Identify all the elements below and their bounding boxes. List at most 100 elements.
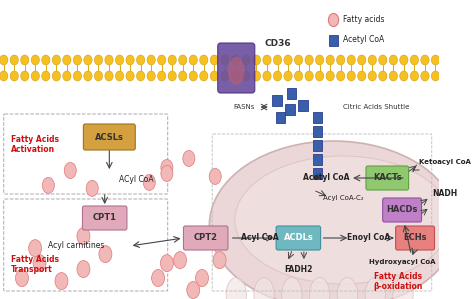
Ellipse shape bbox=[368, 71, 376, 81]
Text: Fatty Acids
Activation: Fatty Acids Activation bbox=[11, 135, 59, 154]
Ellipse shape bbox=[273, 55, 282, 65]
Ellipse shape bbox=[393, 277, 413, 299]
Bar bbox=[273, 95, 282, 106]
Ellipse shape bbox=[20, 55, 29, 65]
Ellipse shape bbox=[365, 277, 385, 299]
Ellipse shape bbox=[242, 71, 250, 81]
Ellipse shape bbox=[179, 55, 187, 65]
Ellipse shape bbox=[294, 71, 303, 81]
Ellipse shape bbox=[126, 71, 134, 81]
Ellipse shape bbox=[421, 71, 429, 81]
Ellipse shape bbox=[389, 55, 398, 65]
Bar bbox=[313, 168, 322, 179]
FancyBboxPatch shape bbox=[183, 226, 228, 250]
Bar bbox=[329, 35, 338, 46]
Text: Hydroxyacyl CoA: Hydroxyacyl CoA bbox=[369, 259, 435, 265]
Ellipse shape bbox=[400, 71, 408, 81]
Ellipse shape bbox=[368, 55, 376, 65]
Ellipse shape bbox=[421, 55, 429, 65]
Text: Fatty acids: Fatty acids bbox=[343, 16, 384, 25]
FancyBboxPatch shape bbox=[396, 226, 435, 250]
Ellipse shape bbox=[226, 277, 246, 299]
Ellipse shape bbox=[137, 55, 145, 65]
Ellipse shape bbox=[105, 71, 113, 81]
Bar bbox=[298, 100, 308, 111]
Ellipse shape bbox=[310, 277, 330, 299]
Ellipse shape bbox=[20, 71, 29, 81]
Ellipse shape bbox=[221, 55, 229, 65]
Text: Fatty Acids
β-oxidation: Fatty Acids β-oxidation bbox=[373, 272, 422, 292]
Ellipse shape bbox=[221, 71, 229, 81]
Ellipse shape bbox=[161, 159, 173, 176]
Ellipse shape bbox=[187, 282, 200, 298]
Ellipse shape bbox=[84, 71, 92, 81]
Ellipse shape bbox=[168, 71, 176, 81]
Ellipse shape bbox=[357, 71, 366, 81]
Ellipse shape bbox=[52, 71, 61, 81]
Ellipse shape bbox=[231, 55, 239, 65]
Text: NADH: NADH bbox=[432, 188, 457, 198]
Ellipse shape bbox=[294, 55, 303, 65]
Ellipse shape bbox=[282, 277, 302, 299]
Ellipse shape bbox=[410, 55, 419, 65]
Ellipse shape bbox=[126, 55, 134, 65]
Ellipse shape bbox=[213, 252, 226, 269]
Ellipse shape bbox=[210, 55, 219, 65]
FancyBboxPatch shape bbox=[83, 124, 135, 150]
Ellipse shape bbox=[316, 55, 324, 65]
Ellipse shape bbox=[31, 71, 39, 81]
Ellipse shape bbox=[431, 55, 440, 65]
Ellipse shape bbox=[242, 55, 250, 65]
Ellipse shape bbox=[189, 71, 198, 81]
Text: Acetyl CoA: Acetyl CoA bbox=[343, 36, 384, 45]
Ellipse shape bbox=[328, 13, 338, 27]
Ellipse shape bbox=[379, 71, 387, 81]
Ellipse shape bbox=[231, 71, 239, 81]
Ellipse shape bbox=[94, 55, 103, 65]
Ellipse shape bbox=[84, 55, 92, 65]
Ellipse shape bbox=[400, 55, 408, 65]
Ellipse shape bbox=[347, 55, 356, 65]
Ellipse shape bbox=[410, 71, 419, 81]
Text: KACTs: KACTs bbox=[373, 173, 401, 182]
Ellipse shape bbox=[389, 71, 398, 81]
Bar bbox=[285, 104, 295, 115]
Ellipse shape bbox=[379, 55, 387, 65]
Ellipse shape bbox=[337, 277, 358, 299]
Ellipse shape bbox=[326, 55, 334, 65]
Ellipse shape bbox=[33, 255, 46, 271]
Ellipse shape bbox=[337, 55, 345, 65]
Bar bbox=[313, 112, 322, 123]
Ellipse shape bbox=[63, 71, 71, 81]
Ellipse shape bbox=[252, 55, 261, 65]
Ellipse shape bbox=[10, 71, 18, 81]
Text: CPT2: CPT2 bbox=[194, 234, 218, 242]
Ellipse shape bbox=[228, 57, 245, 85]
Ellipse shape bbox=[28, 240, 42, 257]
Ellipse shape bbox=[42, 177, 55, 193]
Ellipse shape bbox=[357, 55, 366, 65]
Ellipse shape bbox=[99, 246, 112, 263]
FancyBboxPatch shape bbox=[218, 43, 255, 93]
Ellipse shape bbox=[263, 71, 271, 81]
Text: Ketoacyl CoA: Ketoacyl CoA bbox=[419, 159, 471, 165]
Ellipse shape bbox=[31, 55, 39, 65]
Ellipse shape bbox=[73, 55, 82, 65]
Ellipse shape bbox=[254, 277, 274, 299]
Ellipse shape bbox=[52, 55, 61, 65]
Ellipse shape bbox=[263, 55, 271, 65]
Ellipse shape bbox=[143, 174, 155, 190]
Ellipse shape bbox=[10, 55, 18, 65]
Ellipse shape bbox=[210, 141, 458, 299]
Ellipse shape bbox=[431, 71, 440, 81]
Ellipse shape bbox=[115, 55, 124, 65]
FancyBboxPatch shape bbox=[366, 166, 409, 190]
Ellipse shape bbox=[326, 71, 334, 81]
Ellipse shape bbox=[316, 71, 324, 81]
Ellipse shape bbox=[86, 180, 98, 196]
Text: CPT1: CPT1 bbox=[93, 213, 117, 222]
Text: Acyl carnitines: Acyl carnitines bbox=[48, 242, 104, 251]
Ellipse shape bbox=[189, 55, 198, 65]
Text: ACDLs: ACDLs bbox=[283, 234, 313, 242]
Ellipse shape bbox=[63, 55, 71, 65]
